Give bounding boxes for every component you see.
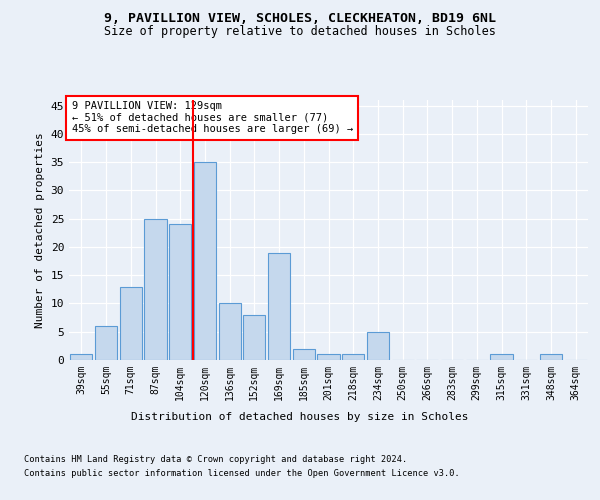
Bar [70, 354, 92, 360]
Text: 9, PAVILLION VIEW, SCHOLES, CLECKHEATON, BD19 6NL: 9, PAVILLION VIEW, SCHOLES, CLECKHEATON,… [104, 12, 496, 26]
Bar [145, 218, 167, 360]
Text: Size of property relative to detached houses in Scholes: Size of property relative to detached ho… [104, 25, 496, 38]
Bar [293, 348, 315, 360]
Bar [218, 304, 241, 360]
Bar [367, 332, 389, 360]
Bar [95, 326, 117, 360]
Bar [490, 354, 512, 360]
Y-axis label: Number of detached properties: Number of detached properties [35, 132, 45, 328]
Bar [540, 354, 562, 360]
Bar [317, 354, 340, 360]
Bar [169, 224, 191, 360]
Text: Contains HM Land Registry data © Crown copyright and database right 2024.: Contains HM Land Registry data © Crown c… [24, 455, 407, 464]
Bar [243, 315, 265, 360]
Text: Distribution of detached houses by size in Scholes: Distribution of detached houses by size … [131, 412, 469, 422]
Bar [119, 286, 142, 360]
Text: Contains public sector information licensed under the Open Government Licence v3: Contains public sector information licen… [24, 469, 460, 478]
Text: 9 PAVILLION VIEW: 129sqm
← 51% of detached houses are smaller (77)
45% of semi-d: 9 PAVILLION VIEW: 129sqm ← 51% of detach… [71, 102, 353, 134]
Bar [194, 162, 216, 360]
Bar [268, 252, 290, 360]
Bar [342, 354, 364, 360]
